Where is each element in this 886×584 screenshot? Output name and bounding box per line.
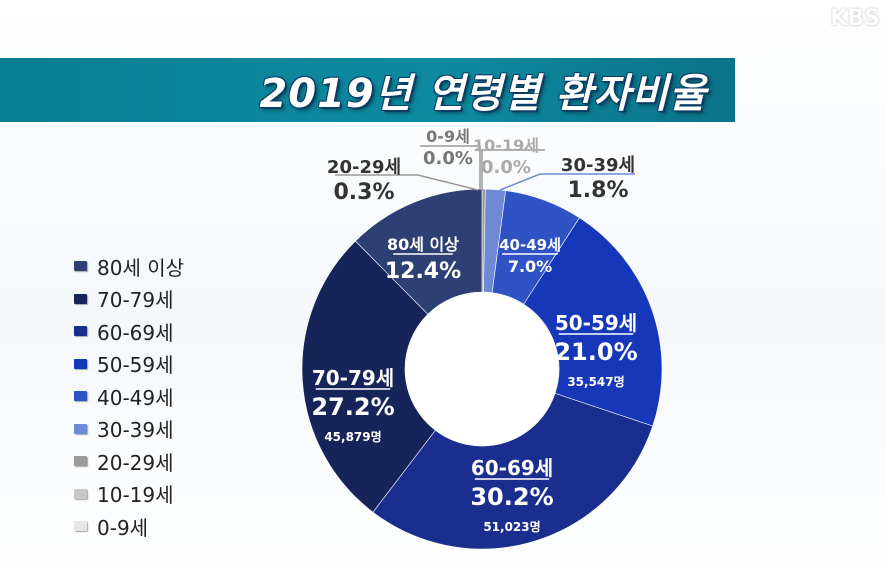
- outside-category-label: 0-9세: [426, 127, 470, 146]
- legend-label: 10-19세: [97, 483, 174, 508]
- legend-swatch: [74, 521, 87, 532]
- broadcaster-logo: KBS: [830, 6, 880, 31]
- slice-count-label: 35,547명: [567, 375, 624, 389]
- outside-percent-label: 0.0%: [481, 157, 531, 178]
- legend-item: 30-39세: [74, 413, 184, 446]
- slice-category-label: 40-49세: [499, 236, 561, 254]
- outside-category-label: 10-19세: [473, 136, 539, 155]
- chart-legend: 80세 이상 70-79세 60-69세 50-59세 40-49세 30-39세 20-2…: [74, 250, 184, 543]
- legend-swatch: [74, 293, 87, 304]
- legend-item: 50-59세: [74, 348, 184, 381]
- outside-percent-label: 0.0%: [423, 148, 473, 169]
- chart-title-container: 2019년 연령별 환자비율: [0, 58, 735, 122]
- legend-item: 80세 이상: [74, 250, 184, 283]
- leader-line: [420, 145, 481, 190]
- chart-title: 2019년 연령별 환자비율: [259, 71, 707, 117]
- outside-category-label: 20-29세: [327, 157, 401, 178]
- legend-item: 40-49세: [74, 380, 184, 413]
- donut-slice: [523, 217, 663, 427]
- slice-percent-label: 21.0%: [554, 338, 637, 366]
- legend-swatch: [74, 488, 87, 499]
- legend-label: 20-29세: [97, 450, 174, 475]
- legend-label: 70-79세: [97, 288, 174, 313]
- title-banner: [0, 58, 735, 122]
- legend-item: 0-9세: [74, 510, 184, 543]
- slice-count-label: 45,879명: [324, 430, 381, 444]
- legend-swatch: [74, 456, 87, 467]
- legend-swatch: [74, 261, 87, 272]
- outside-percent-label: 1.8%: [567, 178, 628, 203]
- legend-label: 30-39세: [97, 418, 174, 443]
- outside-percent-label: 0.3%: [333, 180, 394, 205]
- outside-category-label: 30-39세: [561, 155, 635, 176]
- slice-category-label: 60-69세: [471, 456, 553, 480]
- donut-slice: [301, 240, 436, 513]
- slice-category-label: 80세 이상: [387, 235, 459, 254]
- legend-swatch: [74, 423, 87, 434]
- legend-label: 60-69세: [97, 320, 174, 345]
- slice-percent-label: 27.2%: [311, 393, 394, 421]
- legend-swatch: [74, 358, 87, 369]
- leader-line: [481, 149, 545, 190]
- slice-category-label: 70-79세: [312, 366, 394, 390]
- slice-category-label: 50-59세: [555, 311, 637, 335]
- legend-swatch: [74, 326, 87, 337]
- leader-line: [335, 174, 479, 191]
- legend-item: 20-29세: [74, 445, 184, 478]
- slice-percent-label: 12.4%: [385, 259, 461, 284]
- legend-item: 10-19세: [74, 478, 184, 511]
- legend-item: 70-79세: [74, 283, 184, 316]
- slice-percent-label: 7.0%: [508, 257, 552, 276]
- donut-hole: [406, 293, 558, 445]
- legend-label: 80세 이상: [97, 255, 185, 280]
- donut-slice: [372, 393, 654, 550]
- legend-item: 60-69세: [74, 315, 184, 348]
- leader-line: [499, 173, 635, 191]
- legend-label: 50-59세: [97, 353, 174, 378]
- slice-percent-label: 30.2%: [470, 483, 553, 511]
- slice-count-label: 51,023명: [483, 520, 540, 534]
- legend-swatch: [74, 391, 87, 402]
- legend-label: 40-49세: [97, 385, 174, 410]
- legend-label: 0-9세: [97, 515, 149, 540]
